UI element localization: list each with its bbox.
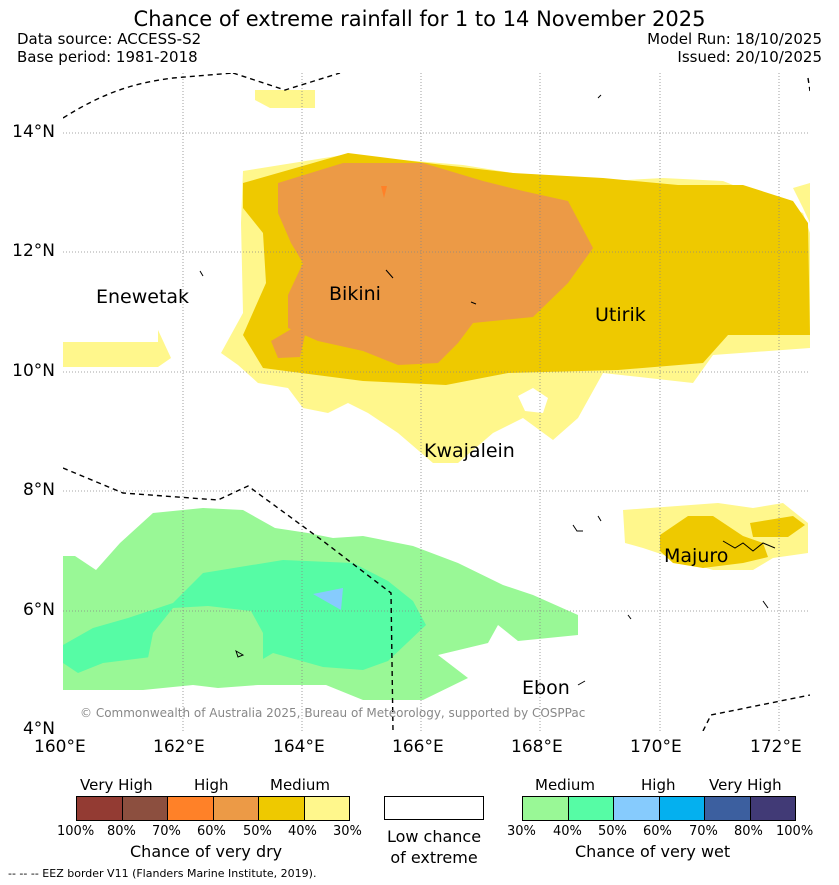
low-chance-line1: Low chance — [386, 827, 482, 846]
wet-swatch-5 — [749, 796, 796, 821]
wet-regions — [63, 508, 578, 700]
wet-head-high: High — [641, 776, 676, 794]
dry-pct-40: 40% — [288, 824, 317, 839]
place-label-enewetak: Enewetak — [96, 286, 190, 308]
dry-swatch-3 — [212, 796, 259, 821]
dry-pct-70: 70% — [152, 824, 181, 839]
dry-pct-80: 80% — [107, 824, 136, 839]
wet-swatch-2 — [613, 796, 660, 821]
base-period: Base period: 1981-2018 — [17, 48, 198, 66]
wet-medium-hole — [148, 606, 263, 678]
lon-label-166e: 166°E — [392, 737, 444, 757]
place-label-majuro: Majuro — [664, 545, 729, 567]
dry-high-region — [278, 163, 593, 365]
wet-pct-30: 30% — [507, 824, 536, 839]
wet-pct-50: 50% — [598, 824, 627, 839]
wet-pct-60: 60% — [643, 824, 672, 839]
lon-label-164e: 164°E — [273, 737, 325, 757]
wet-head-medium: Medium — [535, 776, 595, 794]
wet-swatch-3 — [658, 796, 705, 821]
dry-pct-50: 50% — [243, 824, 272, 839]
dry-legend-title: Chance of very dry — [130, 842, 283, 861]
dry-head-medium: Medium — [270, 776, 330, 794]
wet-legend-title: Chance of very wet — [575, 842, 731, 861]
dry-medium-west-patch — [63, 330, 171, 367]
eez-borders — [63, 73, 810, 731]
dry-medium-east-blob — [750, 516, 805, 537]
dry-pct-30: 30% — [333, 824, 362, 839]
map-area — [63, 73, 810, 731]
lat-label-8n: 8°N — [22, 480, 55, 500]
lon-label-162e: 162°E — [153, 737, 205, 757]
dry-high-west-blob — [271, 328, 305, 358]
wet-pct-80: 80% — [734, 824, 763, 839]
wet-swatch-0 — [522, 796, 569, 821]
wet-very-high-spot — [313, 588, 343, 610]
wet-pct-70: 70% — [689, 824, 718, 839]
low-chance-swatch — [384, 796, 484, 820]
low-chance-line2: of extreme — [390, 848, 478, 867]
lat-label-6n: 6°N — [22, 600, 55, 620]
dry-swatch-5 — [303, 796, 350, 821]
model-run: Model Run: 18/10/2025 — [647, 30, 822, 48]
meta-right: Model Run: 18/10/2025 Issued: 20/10/2025 — [647, 30, 822, 66]
dry-medium-east-edge — [793, 183, 810, 223]
dry-pct-60: 60% — [197, 824, 226, 839]
place-label-bikini: Bikini — [329, 283, 381, 305]
dry-head-very-high: Very High — [80, 776, 153, 794]
eez-border-note: -- -- -- EEZ border V11 (Flanders Marine… — [8, 867, 317, 880]
dry-medium-north-patch — [255, 90, 315, 108]
place-label-ebon: Ebon — [522, 677, 570, 699]
map-title: Chance of extreme rainfall for 1 to 14 N… — [133, 7, 706, 31]
place-label-utirik: Utirik — [595, 304, 646, 326]
data-source: Data source: ACCESS-S2 — [17, 30, 202, 48]
place-label-kwajalein: Kwajalein — [424, 440, 515, 462]
lon-label-168e: 168°E — [511, 737, 563, 757]
meta-left: Data source: ACCESS-S2 Base period: 1981… — [17, 30, 201, 66]
lat-label-14n: 14°N — [12, 122, 55, 142]
dry-swatch-1 — [121, 796, 168, 821]
lon-label-172e: 172°E — [750, 737, 802, 757]
wet-swatch-1 — [567, 796, 614, 821]
dry-pct-100: 100% — [57, 824, 95, 839]
wet-swatch-4 — [704, 796, 751, 821]
lon-label-170e: 170°E — [630, 737, 682, 757]
copyright-notice: © Commonwealth of Australia 2025, Bureau… — [80, 706, 586, 720]
lat-label-4n: 4°N — [22, 719, 55, 739]
wet-pct-40: 40% — [553, 824, 582, 839]
wet-head-very-high: Very High — [709, 776, 782, 794]
dry-swatch-4 — [258, 796, 305, 821]
dry-medium-majuro-core — [660, 516, 768, 568]
dry-swatch-0 — [76, 796, 123, 821]
map-canvas — [63, 73, 810, 731]
lon-label-160e: 160°E — [34, 737, 86, 757]
dry-swatch-2 — [167, 796, 214, 821]
islands — [199, 94, 776, 686]
wet-pct-100: 100% — [776, 824, 814, 839]
dry-regions — [63, 90, 810, 570]
lat-label-10n: 10°N — [12, 361, 55, 381]
lat-label-12n: 12°N — [12, 241, 55, 261]
dry-very-high-spot — [381, 186, 387, 198]
dry-low-dent — [518, 388, 548, 413]
issued-date: Issued: 20/10/2025 — [677, 48, 822, 66]
dry-head-high: High — [194, 776, 229, 794]
